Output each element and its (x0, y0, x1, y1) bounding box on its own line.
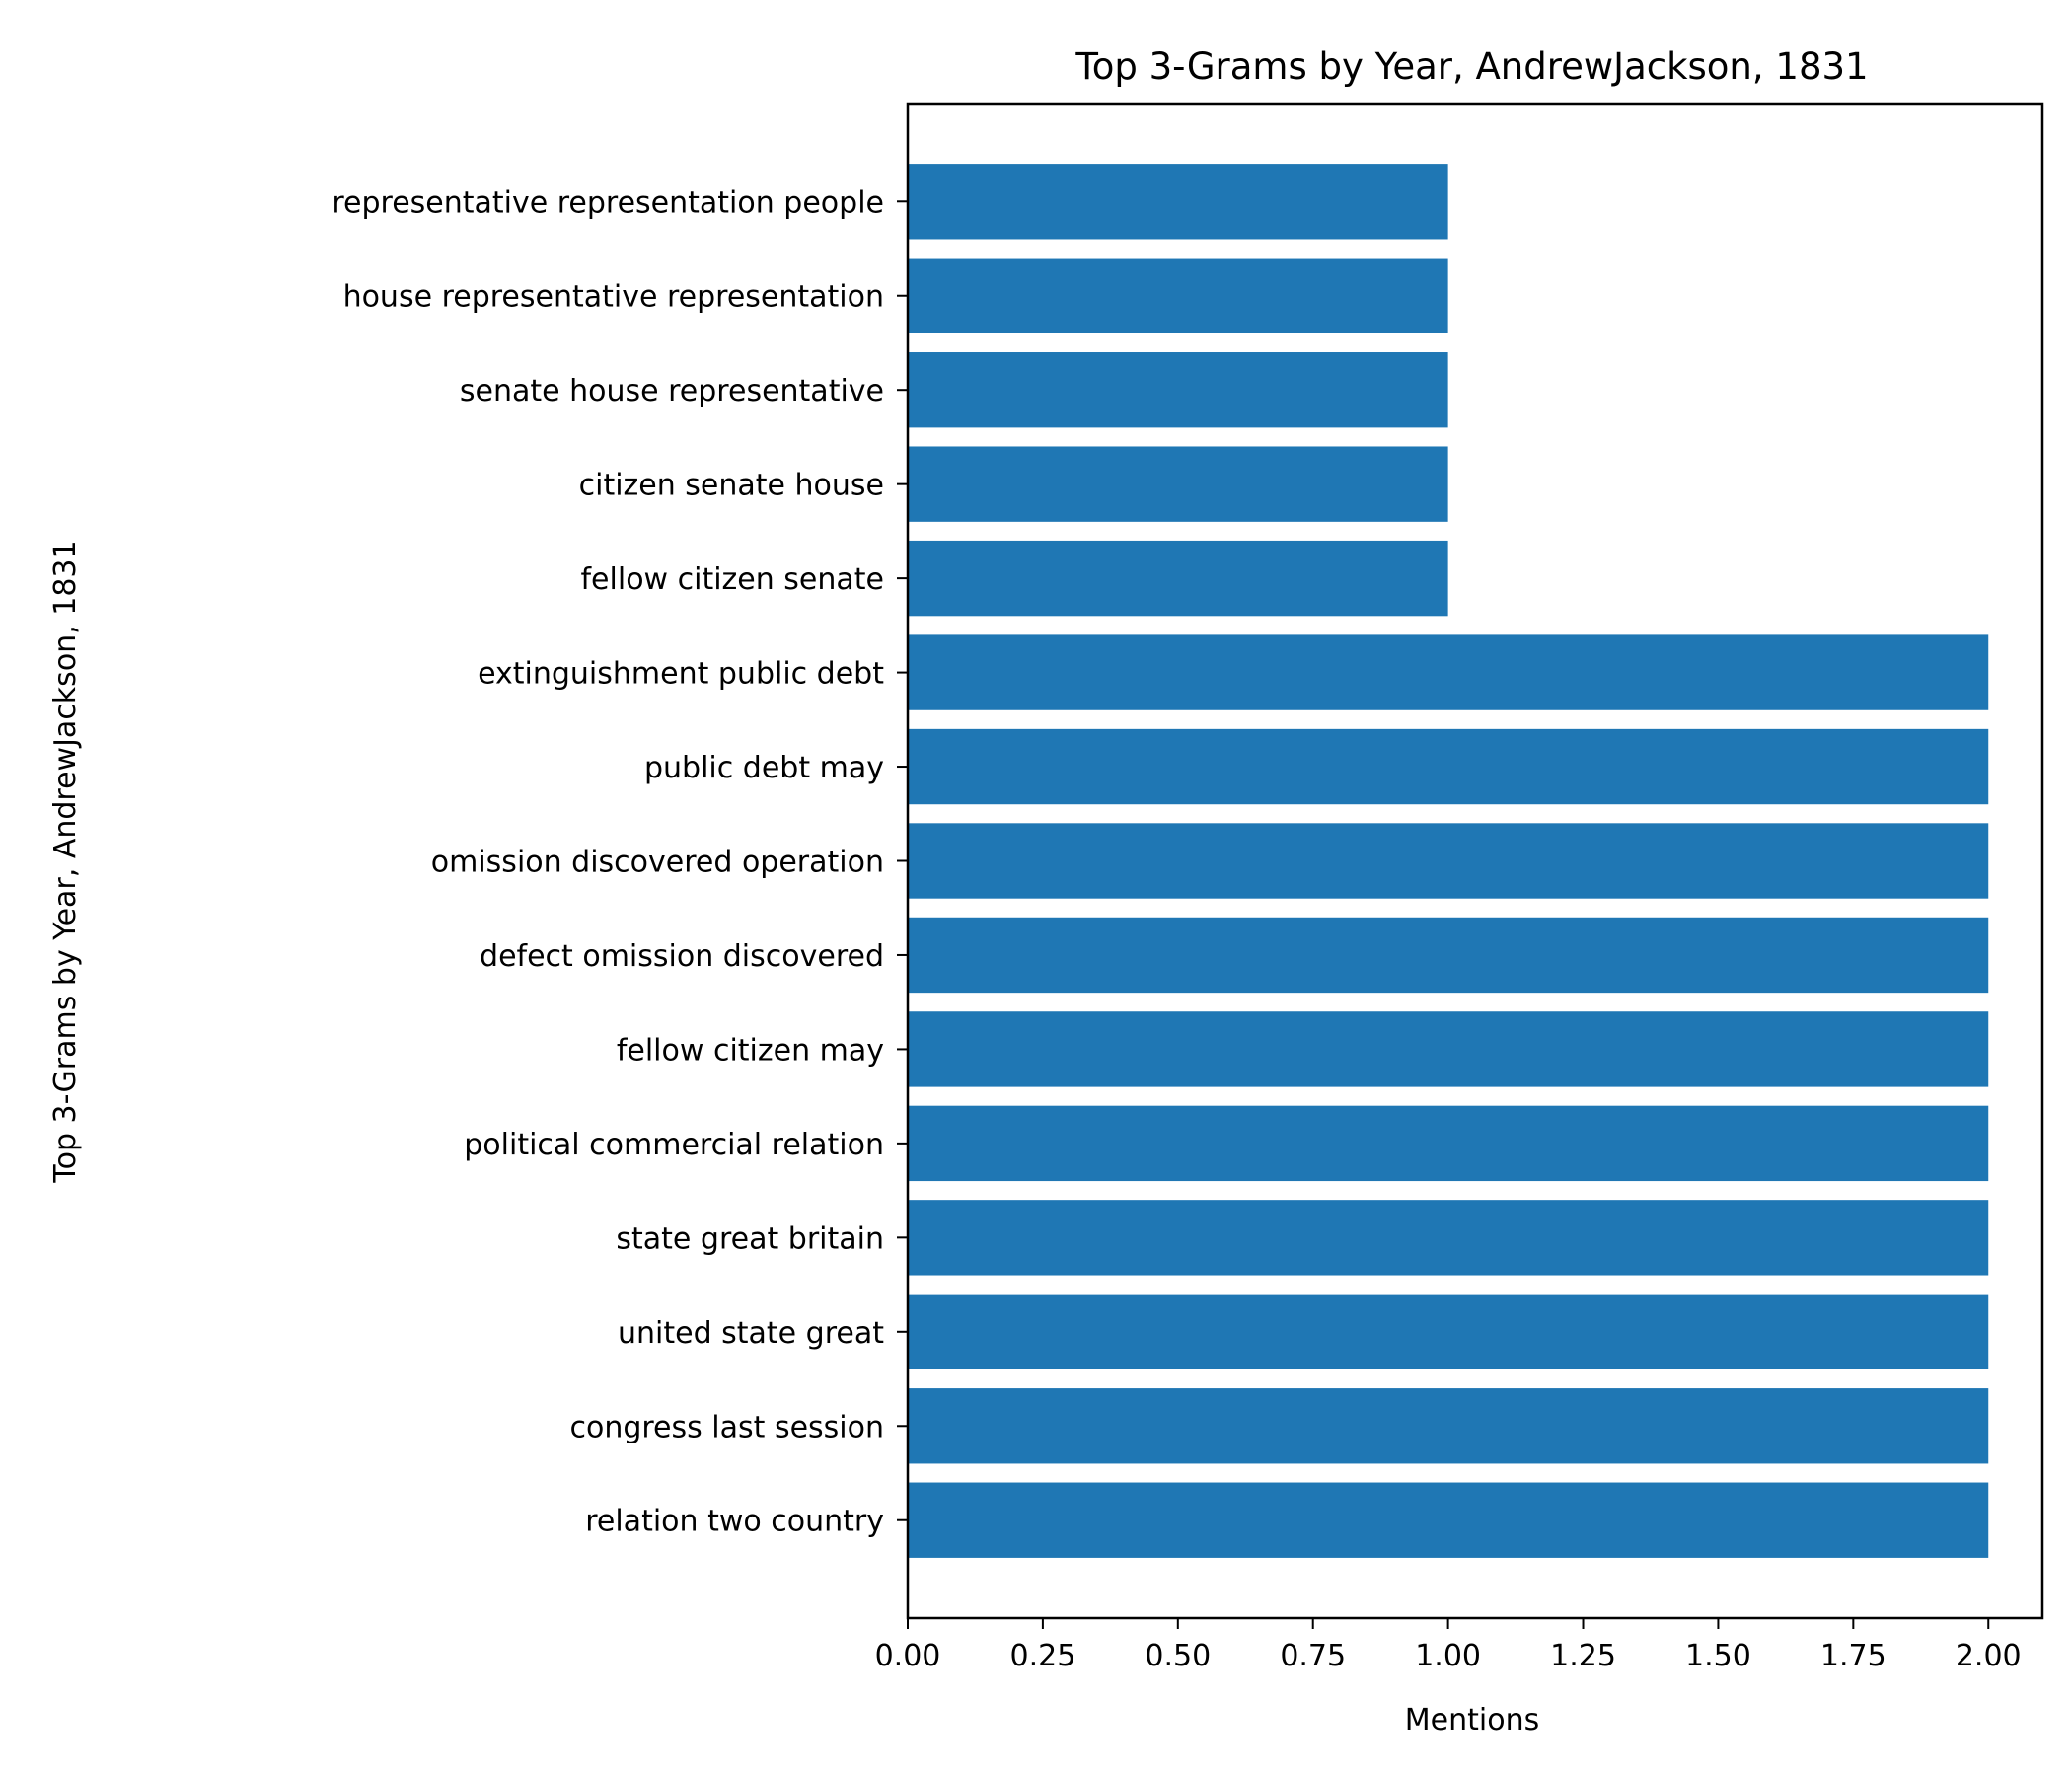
bar-united-state-great (908, 1294, 1989, 1369)
y-tick-label: defect omission discovered (480, 939, 884, 974)
bar-representative-representation-people (908, 164, 1448, 240)
bar-defect-omission-discovered (908, 917, 1989, 994)
x-tick-label: 1.75 (1820, 1639, 1887, 1673)
y-tick-label: fellow citizen senate (581, 562, 885, 597)
plot-frame (906, 102, 2044, 1620)
y-tick-label: congress last session (569, 1410, 884, 1444)
y-tick-label: citizen senate house (579, 469, 884, 503)
bars-group (908, 164, 1989, 1558)
y-tick-label: political commercial relation (464, 1128, 884, 1162)
y-tick-label: state great britain (616, 1221, 884, 1256)
bar-public-debt-may (908, 728, 1989, 805)
bar-senate-house-representative (908, 352, 1448, 428)
y-tick-label: omission discovered operation (431, 846, 884, 880)
x-tick-label: 1.00 (1415, 1639, 1481, 1673)
y-tick-label: fellow citizen may (617, 1033, 884, 1068)
y-tick-label: representative representation people (332, 185, 884, 220)
bar-extinguishment-public-debt (908, 634, 1989, 710)
y-tick-label: public debt may (644, 751, 884, 785)
bar-fellow-citizen-may (908, 1011, 1989, 1087)
x-tick-label: 1.50 (1685, 1639, 1751, 1673)
x-tick-label: 2.00 (1956, 1639, 2022, 1673)
bar-state-great-britain (908, 1200, 1989, 1276)
bar-omission-discovered-operation (908, 823, 1989, 899)
chart-title: Top 3-Grams by Year, AndrewJackson, 1831 (1074, 45, 1868, 88)
y-tick-label: extinguishment public debt (478, 657, 884, 692)
x-tick-label: 0.00 (875, 1639, 941, 1673)
bar-house-representative-representation (908, 258, 1448, 333)
bar-citizen-senate-house (908, 446, 1448, 522)
x-tick-label: 0.25 (1010, 1639, 1076, 1673)
bar-political-commercial-relation (908, 1105, 1989, 1182)
y-ticks-group: relation two country congress last sessio… (332, 185, 908, 1539)
x-tick-label: 0.75 (1280, 1639, 1346, 1673)
bar-fellow-citizen-senate (908, 540, 1448, 617)
x-tick-label: 1.25 (1550, 1639, 1616, 1673)
y-axis-label: Top 3-Grams by Year, AndrewJackson, 1831 (48, 540, 83, 1183)
y-tick-label: united state great (618, 1316, 884, 1351)
y-tick-label: relation two country (585, 1505, 884, 1539)
x-ticks-group: 0.00 0.25 0.50 0.75 1.00 1.25 1.50 1.75 2.00 (875, 1618, 2022, 1673)
x-axis-label: Mentions (1405, 1703, 1539, 1738)
y-tick-label: senate house representative (460, 374, 884, 408)
bar-congress-last-session (908, 1388, 1989, 1464)
y-tick-label: house representative representation (343, 280, 884, 315)
x-tick-label: 0.50 (1145, 1639, 1211, 1673)
bar-relation-two-country (908, 1482, 1989, 1558)
